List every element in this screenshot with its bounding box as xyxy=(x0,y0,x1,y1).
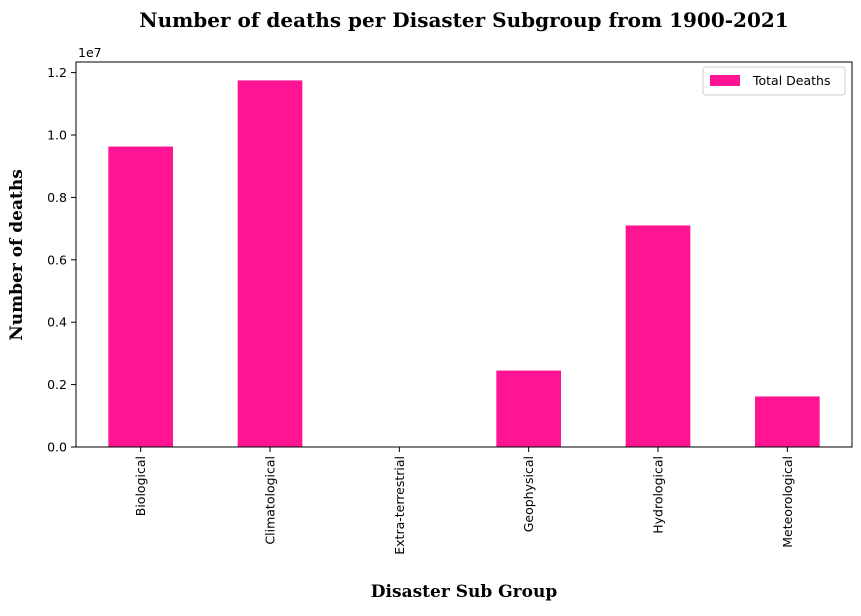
plot-area-frame xyxy=(75,61,853,448)
x-axis-label: Disaster Sub Group xyxy=(371,582,558,602)
legend-label: Total Deaths xyxy=(752,73,830,88)
x-tick-label: Extra-terrestrial xyxy=(392,456,407,555)
x-tick-label: Biological xyxy=(133,456,148,516)
x-tick-label: Meteorological xyxy=(780,456,795,548)
x-tick-label: Climatological xyxy=(263,456,278,545)
y-tick-label: 0.6 xyxy=(47,252,67,267)
y-axis-label: Number of deaths xyxy=(7,169,27,341)
y-tick-label: 0.2 xyxy=(47,377,67,392)
legend-box xyxy=(702,66,846,96)
y-tick-label: 0.0 xyxy=(47,440,67,455)
y-tick-label: 1.2 xyxy=(47,65,67,80)
x-tick-label: Geophysical xyxy=(521,456,536,532)
legend-swatch xyxy=(710,75,740,86)
bar-climatological xyxy=(237,80,303,447)
bars-layer xyxy=(108,80,820,448)
y-axis: 0.0 0.2 0.4 0.6 0.8 1.0 1.2 xyxy=(47,65,76,455)
y-tick-label: 0.8 xyxy=(47,190,67,205)
bar-biological xyxy=(108,146,173,448)
chart-title: Number of deaths per Disaster Subgroup f… xyxy=(139,8,788,32)
x-axis: Biological Climatological Extra-terrestria… xyxy=(133,447,795,555)
bar-meteorological xyxy=(755,396,820,447)
x-tick-label: Hydrological xyxy=(651,456,666,534)
legend: Total Deaths xyxy=(702,66,846,96)
bar-hydrological xyxy=(625,225,691,447)
bar-geophysical xyxy=(496,370,561,447)
y-tick-label: 1.0 xyxy=(47,128,67,143)
y-axis-offset-label: 1e7 xyxy=(78,45,102,60)
y-tick-label: 0.4 xyxy=(47,315,67,330)
